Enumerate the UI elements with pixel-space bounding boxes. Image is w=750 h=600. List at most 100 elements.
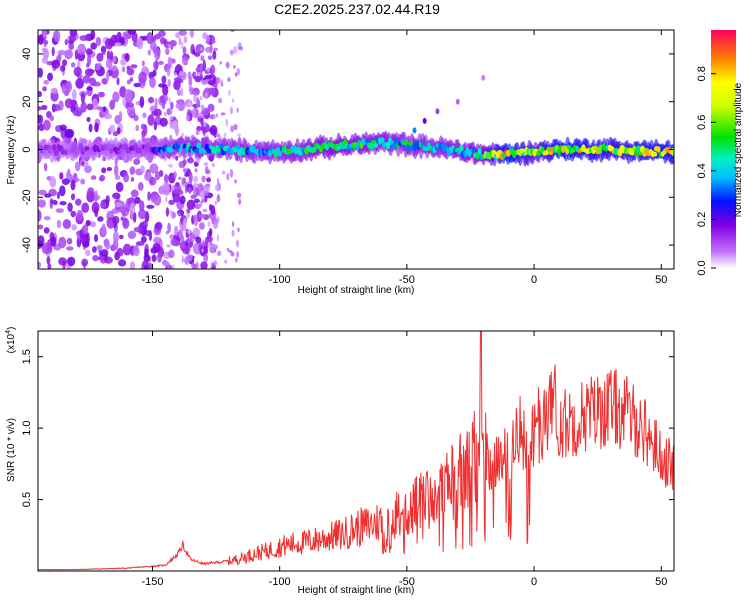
spectrogram-noise-mark [115,201,122,208]
spectrogram-noise-mark [209,125,218,136]
spectrogram-noise-mark [172,192,181,203]
colorbar-ticks: 0.0 0.2 0.4 0.6 0.8 [696,66,716,276]
spectrogram-noise-mark [200,104,205,111]
spectrogram-noise-mark [207,221,211,227]
spectrogram-noise-mark [169,234,174,239]
spectrogram-noise-mark [118,111,123,123]
spectrogram-noise-mark [141,60,145,67]
spectrogram-noise-mark [213,219,219,229]
spectrogram-noise-mark [202,59,207,72]
spectrogram-noise-mark [190,194,197,199]
spectrogram-noise-mark [91,201,100,214]
spectrogram-noise-mark [38,67,44,78]
spectrogram-noise-mark [217,177,220,184]
spectrogram-noise-mark [165,196,168,203]
spectrogram-noise-mark [130,176,135,182]
spectrogram-noise-mark [154,33,162,40]
spectrogram-noise-mark [224,259,228,264]
spectrogram-noise-mark [129,202,136,215]
spectrogram-noise-mark [41,56,48,64]
spectrogram-noise-mark [181,132,184,137]
spectrogram-noise-mark [96,106,103,111]
spectrogram-noise-mark [136,38,144,50]
spectrogram-noise-mark [166,66,171,77]
spectrogram-track-mark [548,150,554,156]
spectrogram-noise-mark [70,180,76,191]
spectrogram-noise-mark [189,174,193,180]
colorbar-gradient [711,30,736,268]
spectrogram-noise-mark [95,36,102,47]
spectrogram-noise-mark [59,124,67,131]
spectrogram-noise-mark [185,244,190,255]
spectrogram-noise-mark [231,98,235,103]
spectrogram-noise-mark [117,259,127,267]
spectrogram-noise-mark [38,106,43,111]
spectrogram-noise-mark [201,175,206,183]
spectrogram-noise-mark [178,70,184,76]
spectrogram-noise-mark [81,258,89,267]
spectrogram-noise-mark [236,251,240,258]
spectrogram-noise-mark [197,99,201,107]
spectrogram-noise-mark [172,184,182,195]
spectrogram-noise-mark [237,133,241,137]
spectrogram-noise-mark [71,224,77,231]
spectrogram-noise-mark [80,101,87,113]
spectrogram-noise-mark [184,172,189,177]
spectrogram-noise-mark [152,194,162,206]
spectrogram-noise-mark [225,61,230,69]
spectrogram-noise-mark [167,261,170,268]
spectrogram-noise-mark [47,263,52,269]
spectrogram-noise-mark [154,48,161,61]
colorbar: 0.0 0.2 0.4 0.6 0.8 Normalized spectral ampl… [696,30,744,276]
spectrogram-noise-mark [171,264,175,269]
spectrogram-noise-mark [204,191,209,197]
spectrogram-noise-mark [170,101,174,110]
spectrogram-track-mark [53,148,60,157]
spectrogram-noise-mark [177,176,182,180]
spectrogram-noise-mark [227,77,231,83]
spectrogram-noise-mark [218,97,223,104]
spectrogram-noise-mark [106,166,113,172]
spectrogram-noise-mark [49,115,54,122]
spectrogram-noise-mark [112,91,120,103]
spectrogram-noise-mark [41,104,48,111]
spectrogram-noise-mark [140,165,145,174]
spectrogram-noise-mark [204,236,209,245]
spectrogram-noise-mark [208,203,213,212]
snr-y-multiplier-base: (x10 [6,333,17,353]
spectrogram-noise-mark [189,30,195,38]
spectrogram-noise-mark [147,191,151,201]
spectrogram-noise-mark [161,259,168,266]
spectrogram-noise-mark [202,126,206,136]
spectrogram-noise-mark [180,87,184,97]
spectrogram-noise-mark [192,48,196,55]
spectrogram-noise-mark [204,92,209,98]
spectrogram-noise-mark [112,231,119,243]
spectrogram-noise-mark [216,250,222,257]
spectrogram-noise-mark [70,193,76,201]
spectrogram-noise-mark [183,35,188,44]
spectrogram-noise-mark [92,254,99,262]
spectrogram-noise-mark [133,226,142,233]
spectrogram-track-mark [193,148,200,154]
spectrogram-noise-mark [138,71,147,84]
spectrogram-noise-mark [196,260,199,269]
spectrogram-noise-mark [193,214,198,222]
spectrogram-noise-mark [206,67,211,73]
spectrogram-noise-mark [59,201,67,206]
spectrogram-noise-mark [38,189,47,196]
spectrogram-noise-mark [226,173,230,181]
snr-y-multiplier-exp: 4 [5,330,12,334]
colorbar-tick-label: 0.6 [696,115,708,130]
spectrogram-noise-mark [203,253,209,263]
spectrogram-noise-mark [104,113,112,120]
spectrogram-noise-mark [210,260,213,268]
spectrogram-x-tick-label: -150 [141,274,163,286]
spectrogram-noise-mark [211,40,216,44]
spectrogram-noise-mark [149,41,157,52]
snr-x-tick-label: -100 [269,576,291,588]
snr-x-label: Height of straight line (km) [298,585,415,596]
spectrogram-noise-mark [106,50,111,61]
spectrogram-noise-mark [166,244,171,248]
spectrogram-noise-mark [61,178,70,185]
